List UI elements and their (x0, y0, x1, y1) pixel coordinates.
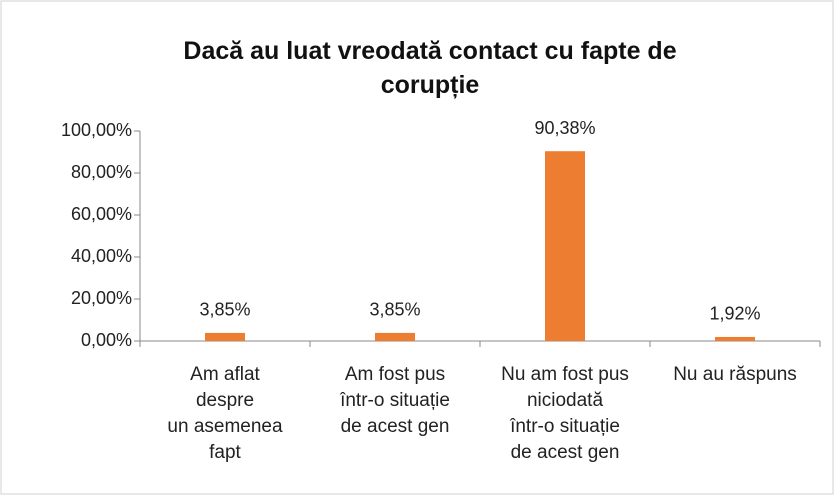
y-tick-label: 40,00% (71, 246, 132, 266)
bar (715, 336, 755, 341)
chart-title: Dacă au luat vreodată contact cu fapte d… (183, 37, 677, 99)
data-label: 1,92% (709, 304, 760, 324)
x-tick-label: Nu au răspuns (673, 364, 797, 385)
y-tick-label: 60,00% (71, 204, 132, 224)
data-label: 3,85% (199, 300, 250, 320)
bar (205, 332, 245, 341)
bar (545, 151, 585, 341)
y-tick-label: 100,00% (61, 120, 132, 140)
x-tick-label: Am aflat despre un asemenea fapt (167, 364, 283, 463)
y-tick-label: 0,00% (81, 330, 132, 350)
x-tick-label: Nu am fost pus niciodată într-o situație… (501, 364, 629, 463)
bar (375, 332, 415, 341)
y-tick-label: 80,00% (71, 162, 132, 182)
x-tick-label: Am fost pus într-o situație de acest gen (340, 364, 450, 437)
y-tick-label: 20,00% (71, 288, 132, 308)
data-label: 3,85% (369, 300, 420, 320)
data-label: 90,38% (534, 118, 595, 138)
